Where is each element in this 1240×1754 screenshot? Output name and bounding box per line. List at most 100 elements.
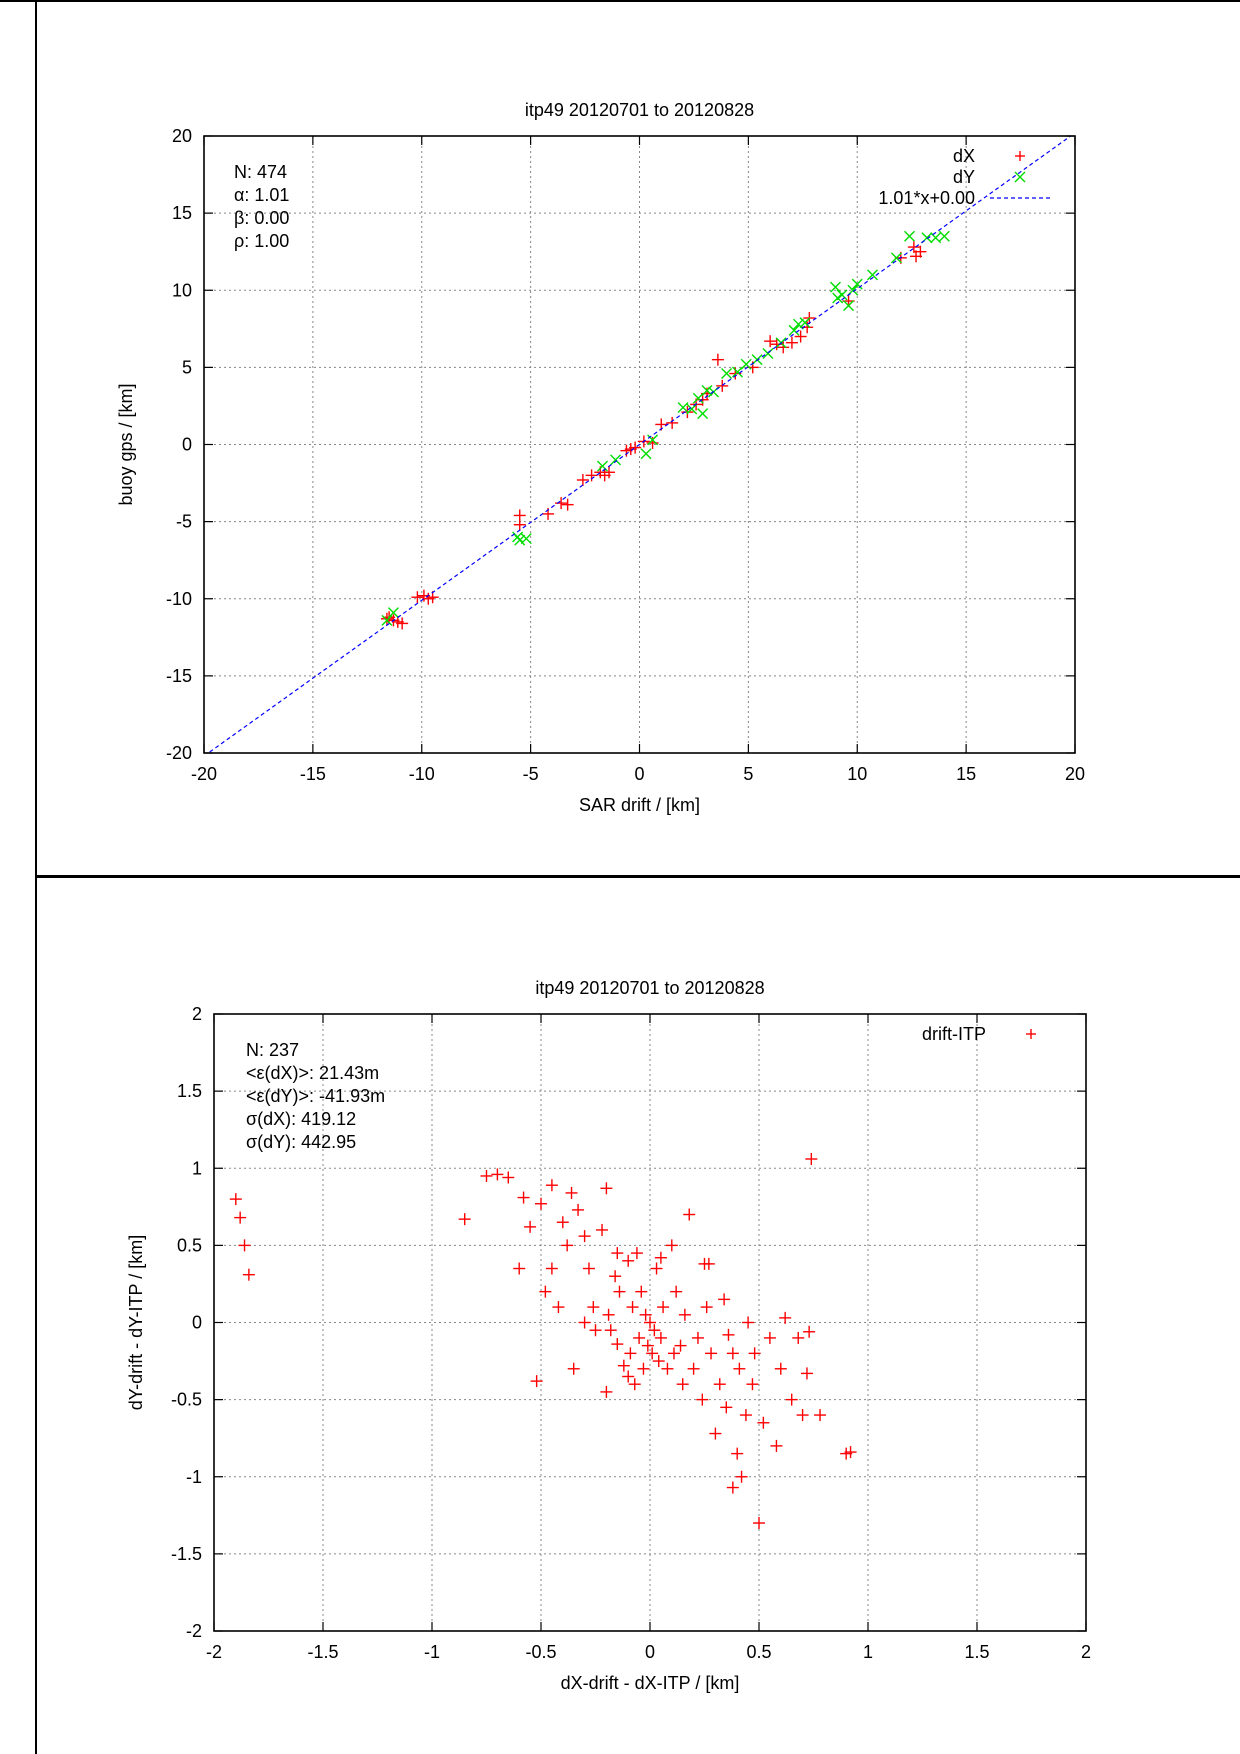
frame-top-border xyxy=(0,0,1240,2)
data-point xyxy=(629,441,642,454)
data-point xyxy=(711,353,724,366)
data-point xyxy=(938,230,950,242)
x-tick-label: -1.5 xyxy=(307,1642,338,1662)
data-point xyxy=(731,366,743,378)
panel-divider xyxy=(37,875,1240,878)
y-tick-label: 2 xyxy=(192,1004,202,1024)
data-point xyxy=(722,1328,735,1341)
data-point xyxy=(721,368,733,380)
data-point xyxy=(567,1362,580,1375)
legend-label: dY xyxy=(953,167,975,187)
data-point xyxy=(716,379,729,392)
data-point xyxy=(1026,1029,1036,1039)
data-point xyxy=(561,1239,574,1252)
data-point xyxy=(609,1270,622,1283)
x-tick-label: 1.5 xyxy=(964,1642,989,1662)
data-point xyxy=(701,385,713,397)
data-point xyxy=(713,1378,726,1391)
data-point xyxy=(513,518,526,531)
data-point xyxy=(1015,151,1025,161)
data-point xyxy=(411,591,424,604)
data-point xyxy=(652,1355,665,1368)
data-point xyxy=(667,1347,680,1360)
data-point xyxy=(524,1220,537,1233)
data-point xyxy=(600,1182,613,1195)
data-point xyxy=(805,1152,818,1165)
y-tick-label: -10 xyxy=(166,589,192,609)
data-point xyxy=(843,300,855,312)
y-tick-label: -1 xyxy=(186,1467,202,1487)
x-axis-label: SAR drift / [km] xyxy=(579,795,700,815)
data-point xyxy=(576,473,589,486)
data-point xyxy=(648,1324,661,1337)
data-point xyxy=(733,1362,746,1375)
data-point xyxy=(665,1239,678,1252)
x-tick-label: -1 xyxy=(424,1642,440,1662)
y-tick-label: 15 xyxy=(172,203,192,223)
data-point xyxy=(654,1331,667,1344)
data-point xyxy=(735,1470,748,1483)
data-point xyxy=(604,1324,617,1337)
y-tick-label: 1 xyxy=(192,1158,202,1178)
data-point xyxy=(800,1367,813,1380)
data-point xyxy=(705,1347,718,1360)
data-point xyxy=(611,1338,624,1351)
data-point xyxy=(611,1247,624,1260)
data-point xyxy=(718,1293,731,1306)
data-point xyxy=(731,1447,744,1460)
data-point xyxy=(626,1301,639,1314)
stats-line: ρ: 1.00 xyxy=(234,231,289,251)
x-tick-label: 20 xyxy=(1065,764,1085,784)
stats-line: σ(dX): 419.12 xyxy=(246,1109,356,1129)
data-point xyxy=(720,1401,733,1414)
data-point xyxy=(646,1347,659,1360)
data-point xyxy=(844,1446,857,1459)
plot-area xyxy=(207,136,1072,753)
data-point xyxy=(647,434,659,446)
stats-line: N: 474 xyxy=(234,162,287,182)
x-tick-label: 2 xyxy=(1081,1642,1091,1662)
data-point xyxy=(578,1316,591,1329)
data-point xyxy=(657,1301,670,1314)
y-axis-label: buoy gps / [km] xyxy=(116,383,136,505)
y-tick-label: 10 xyxy=(172,280,192,300)
data-point xyxy=(535,1197,547,1210)
data-point xyxy=(565,1186,578,1199)
frame-left-border xyxy=(35,0,37,1754)
data-point xyxy=(589,1324,602,1337)
plot-border xyxy=(203,135,1076,754)
data-point xyxy=(633,1331,646,1344)
data-point xyxy=(517,1191,530,1204)
x-tick-label: -5 xyxy=(523,764,539,784)
data-point xyxy=(628,1378,641,1391)
data-point xyxy=(794,330,807,343)
scatter-chart-bottom: itp49 20120701 to 20120828 -2 -1.5 -1 -0.5 0 0… xyxy=(126,978,1091,1693)
data-point xyxy=(556,1216,569,1229)
data-point xyxy=(763,1331,776,1344)
y-tick-label: 5 xyxy=(182,357,192,377)
data-point xyxy=(742,1316,755,1329)
data-point xyxy=(792,318,804,330)
data-point xyxy=(709,1427,722,1440)
y-axis-label: dY-drift - dY-ITP / [km] xyxy=(126,1235,146,1410)
stats-line: β: 0.00 xyxy=(234,208,289,228)
data-point xyxy=(678,1308,691,1321)
plot-area xyxy=(229,1152,857,1530)
data-point xyxy=(746,1378,759,1391)
stats-line: σ(dY): 442.95 xyxy=(246,1132,356,1152)
data-point xyxy=(610,454,622,466)
x-tick-label: 10 xyxy=(847,764,867,784)
x-tick-label: 0 xyxy=(645,1642,655,1662)
data-point xyxy=(683,1208,696,1221)
y-tick-label: -20 xyxy=(166,743,192,763)
data-point xyxy=(238,1239,251,1252)
data-point xyxy=(539,1285,552,1298)
data-point xyxy=(514,534,526,546)
data-point xyxy=(635,1285,648,1298)
data-point xyxy=(520,533,532,545)
data-point xyxy=(666,416,679,429)
scatter-chart-top: itp49 20120701 to 20120828 -20 -15 -10 -5 0 5 1… xyxy=(116,100,1085,815)
y-tick-label: -2 xyxy=(186,1621,202,1641)
data-point xyxy=(561,498,574,511)
data-point xyxy=(764,335,777,348)
